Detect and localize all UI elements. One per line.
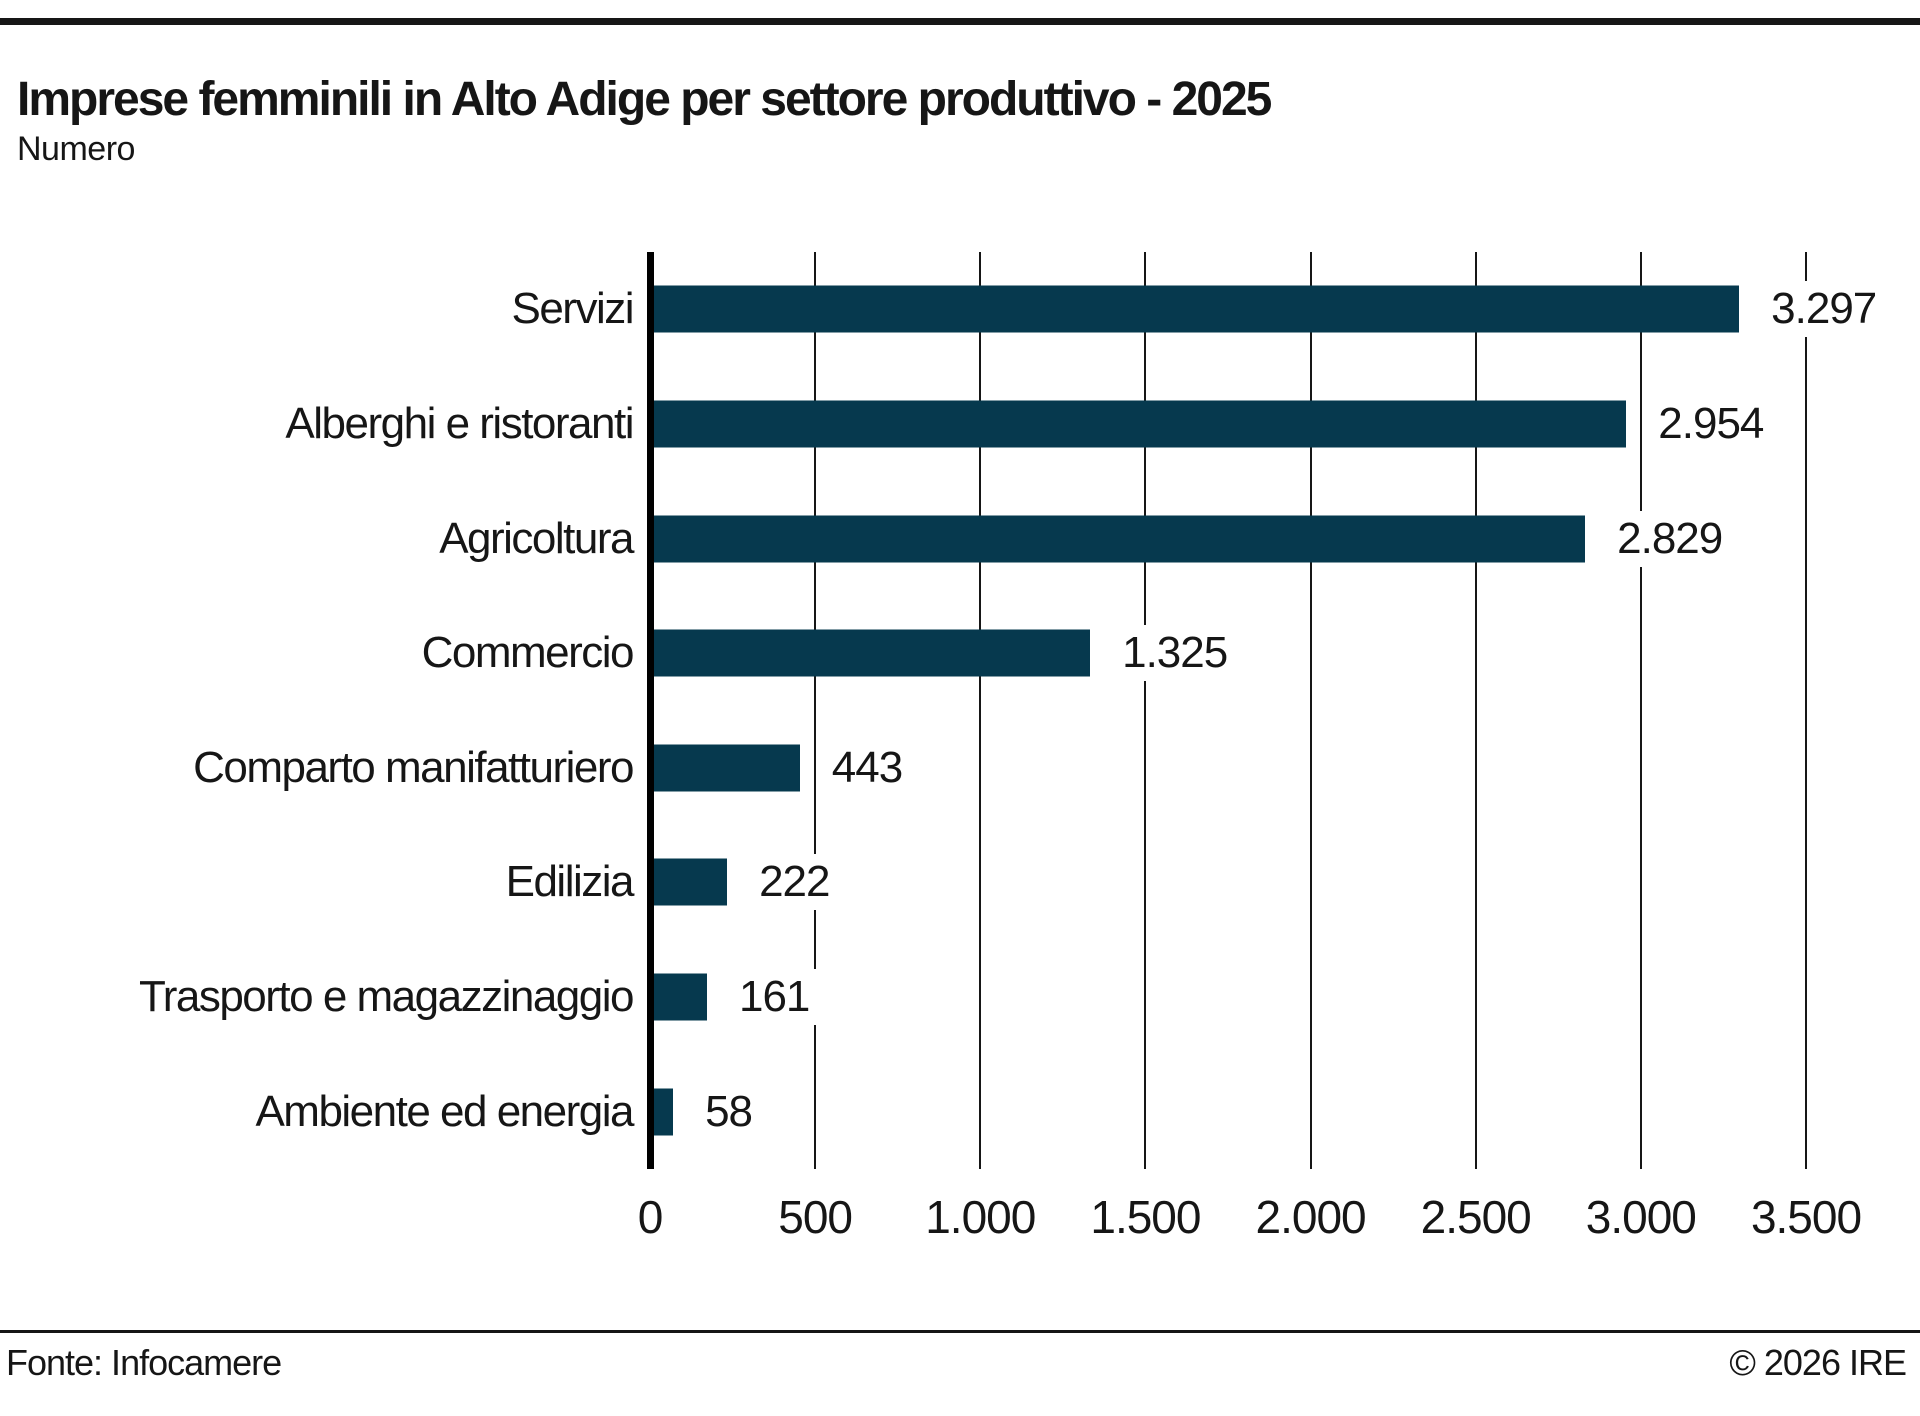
x-axis-tick-labels: 0 500 1.000 1.500 2.000 2.500 3.000 3.500: [638, 1190, 1862, 1254]
value-label: 443: [821, 739, 913, 796]
gridline: [1639, 252, 1642, 1169]
plot-area: [647, 252, 1807, 1169]
top-accent-rule: [0, 18, 1920, 25]
value-label: 2.954: [1648, 395, 1774, 452]
gridline: [979, 252, 982, 1169]
bar: [654, 973, 707, 1021]
bar: [654, 515, 1586, 563]
bar-row: Alberghi e ristoranti 2.954: [0, 367, 1920, 482]
bar-row: Edilizia 222: [0, 825, 1920, 940]
category-label: Trasporto e magazzinaggio: [138, 972, 635, 1022]
category-label: Alberghi e ristoranti: [285, 398, 634, 448]
copyright-text: © 2026 IRE: [1729, 1342, 1907, 1383]
page-title: Imprese femminili in Alto Adige per sett…: [17, 73, 1272, 127]
category-label: Commercio: [421, 628, 635, 678]
y-axis-line: [647, 252, 654, 1169]
category-label: Comparto manifatturiero: [193, 742, 634, 792]
category-label: Servizi: [511, 284, 634, 334]
bar: [654, 1088, 674, 1136]
x-axis-tick-label: 3.500: [1750, 1191, 1862, 1243]
value-label: 1.325: [1112, 625, 1238, 682]
footer-rule: [0, 1330, 1920, 1333]
gridline: [814, 252, 817, 1169]
gridline: [1309, 252, 1312, 1169]
category-label: Agricoltura: [439, 513, 634, 563]
bar-row: Servizi 3.297: [0, 252, 1920, 367]
bar-chart: 0 500 1.000 1.500 2.000 2.500 3.000 3.500 Servi…: [0, 252, 1920, 1243]
x-axis-tick-label: 2.500: [1420, 1191, 1532, 1243]
gridline: [1474, 252, 1477, 1169]
bar: [654, 400, 1627, 448]
value-label: 3.297: [1761, 281, 1887, 338]
bar: [654, 858, 728, 906]
bar-row: Trasporto e magazzinaggio 161: [0, 940, 1920, 1055]
category-label: Edilizia: [505, 857, 635, 907]
bar-row: Agricoltura 2.829: [0, 481, 1920, 596]
bar-row: Comparto manifatturiero 443: [0, 711, 1920, 826]
x-axis-tick-label: 0: [637, 1191, 664, 1243]
bar: [654, 285, 1740, 333]
x-axis-tick-label: 1.000: [925, 1191, 1036, 1243]
x-axis-tick-label: 1.500: [1090, 1191, 1201, 1243]
bar: [654, 629, 1091, 677]
chart-unit-subtitle: Numero: [17, 130, 135, 168]
bar-row: Commercio 1.325: [0, 596, 1920, 711]
value-label: 2.829: [1607, 510, 1733, 567]
x-axis-tick-label: 3.000: [1585, 1191, 1697, 1243]
value-label: 58: [695, 1083, 763, 1140]
gridline: [1805, 252, 1807, 1169]
x-axis-tick-label: 500: [778, 1191, 853, 1243]
value-label: 222: [749, 854, 840, 911]
value-label: 161: [728, 969, 820, 1026]
bar: [654, 744, 800, 792]
gridline: [1144, 252, 1147, 1169]
bar-row: Ambiente ed energia 58: [0, 1054, 1920, 1169]
category-label: Ambiente ed energia: [255, 1086, 634, 1136]
x-axis-tick-label: 2.000: [1255, 1191, 1367, 1243]
source-text: Fonte: Infocamere: [6, 1342, 282, 1383]
